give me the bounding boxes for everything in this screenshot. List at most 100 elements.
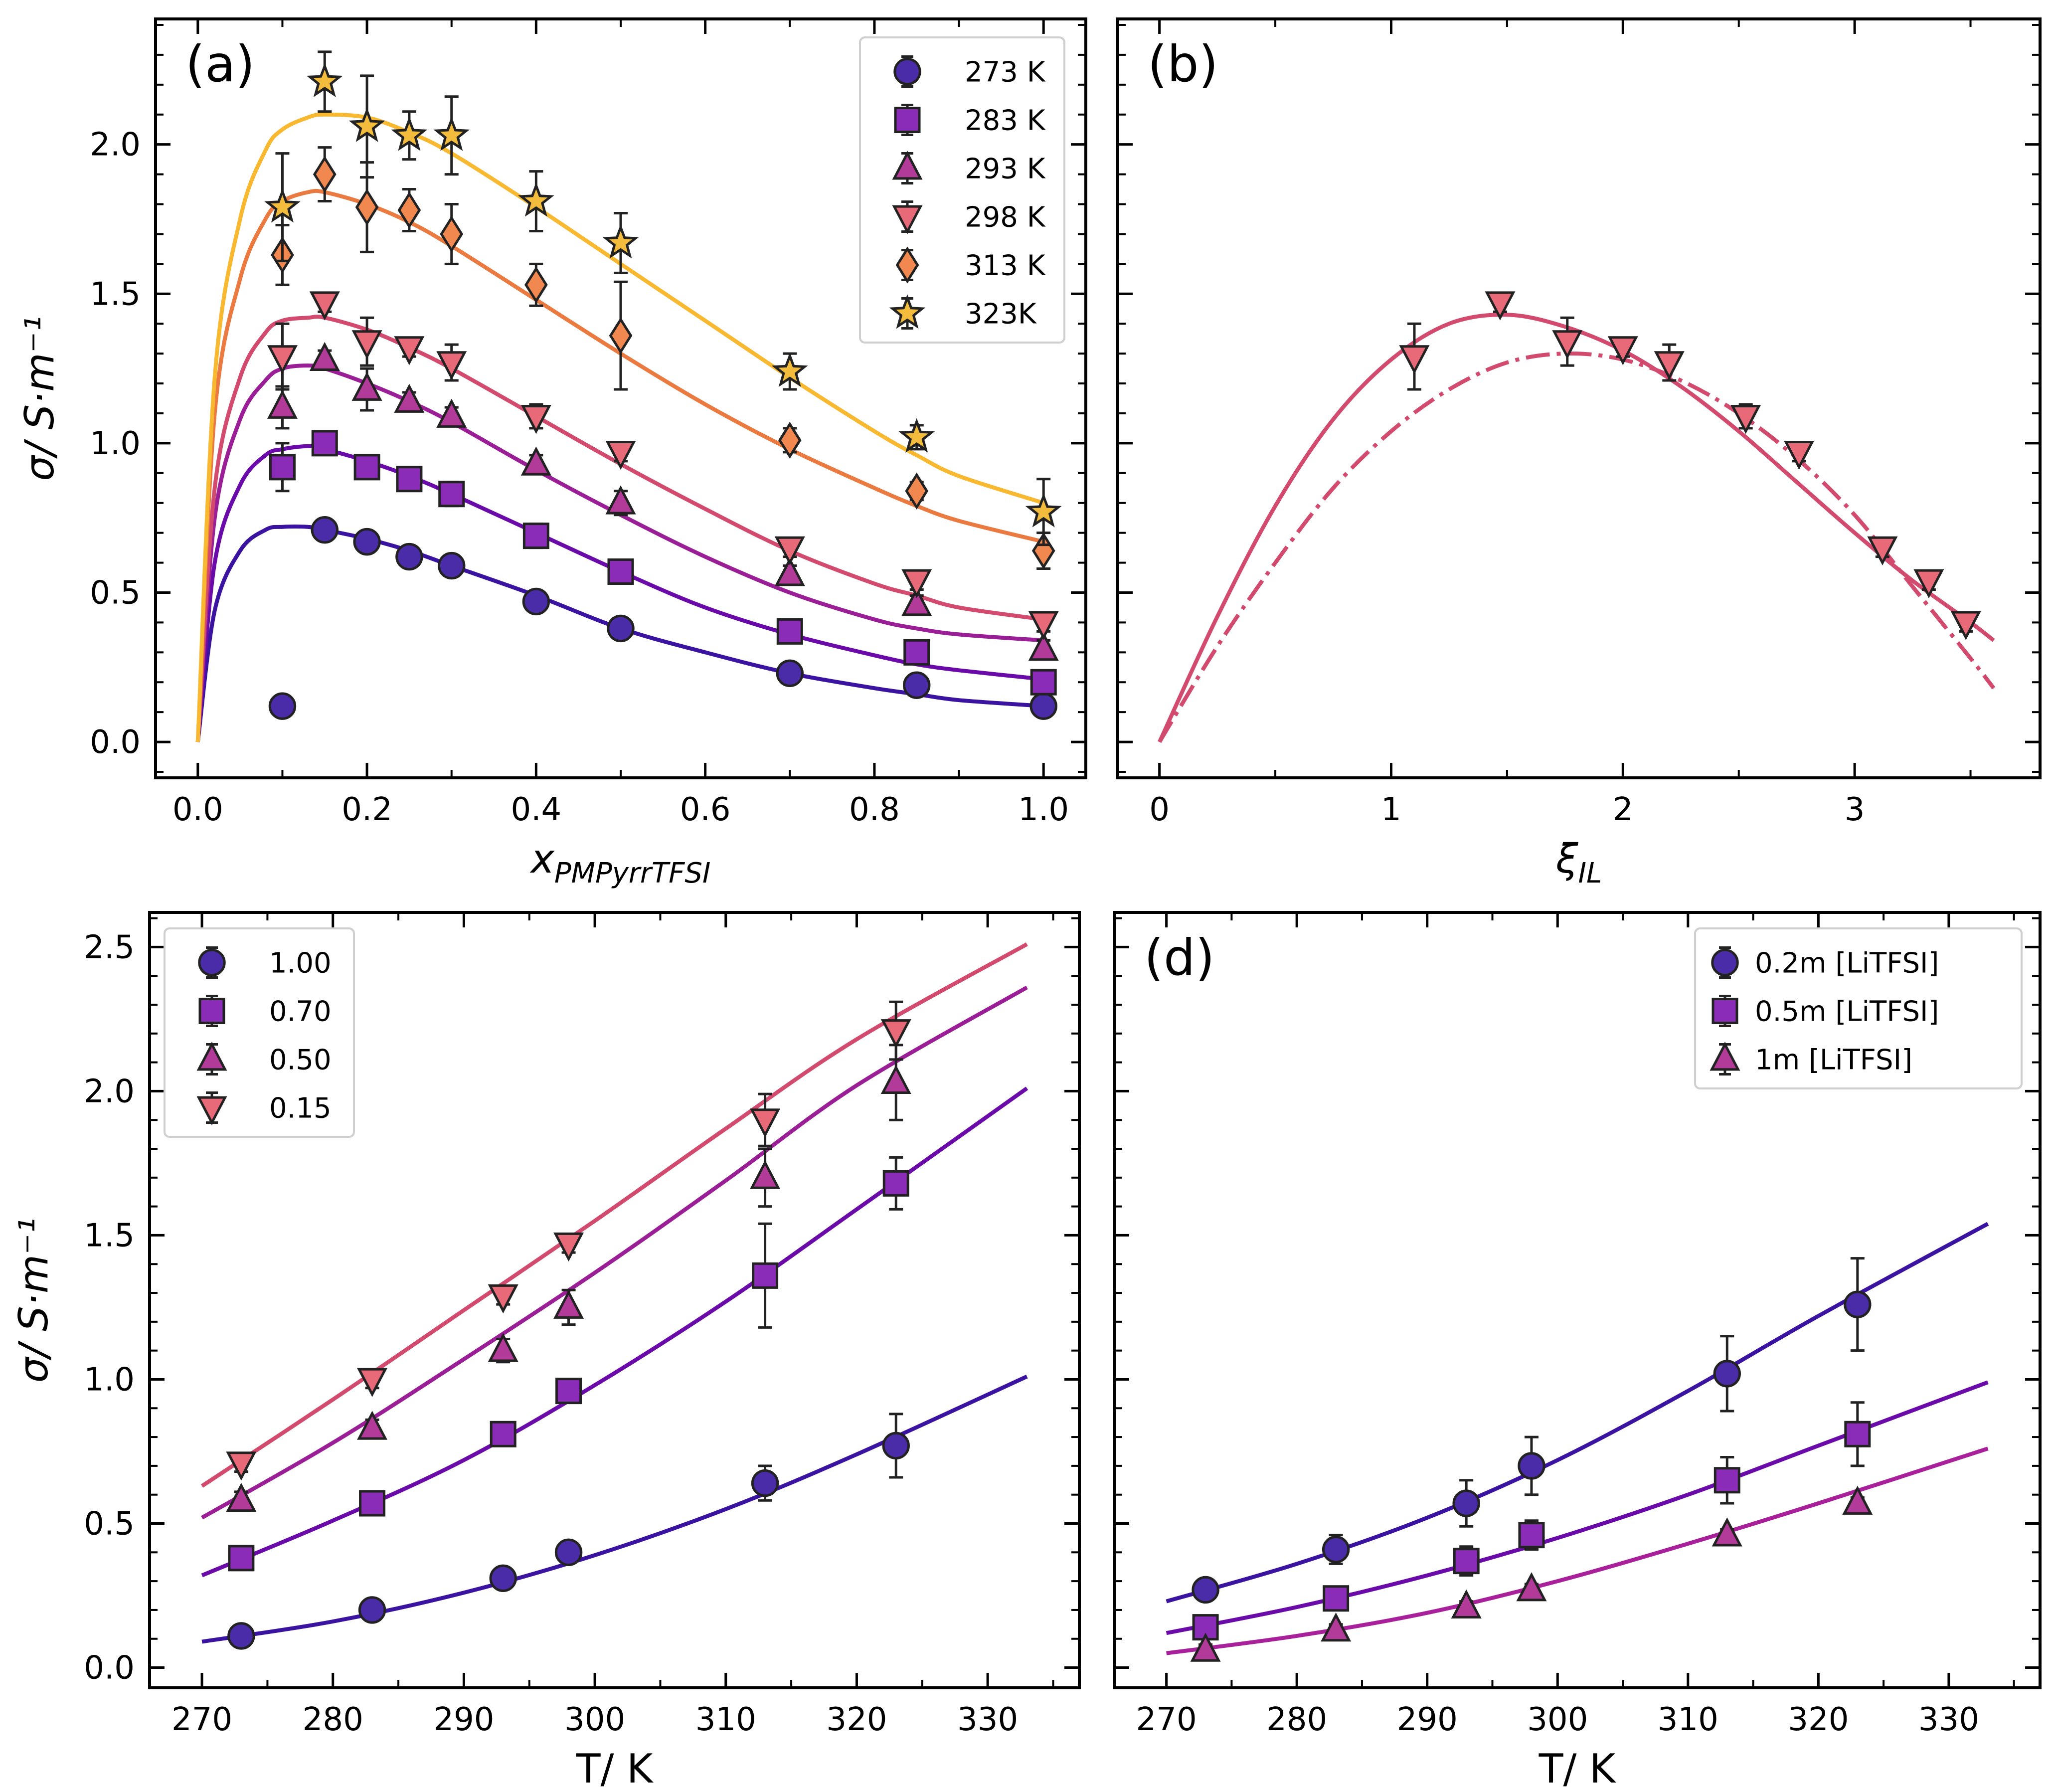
fit-curve-dashdot (1158, 351, 1996, 743)
data-point (1028, 631, 1059, 661)
data-point (264, 188, 301, 223)
data-point (348, 107, 385, 142)
legend-marker (1712, 998, 1738, 1024)
legend: 273 K 283 K 293 K 298 K 313 K 323K (859, 36, 1065, 344)
data-point (1025, 493, 1062, 528)
data-point (750, 1108, 781, 1138)
x-tick-label: 290 (1397, 1701, 1458, 1738)
data-point (750, 1160, 781, 1189)
data-point (901, 587, 932, 616)
fit-curve (201, 1086, 1028, 1578)
data-point (1516, 1572, 1547, 1602)
data-point (609, 317, 633, 355)
data-point (752, 1262, 779, 1289)
data-point (268, 692, 297, 720)
data-point (227, 1622, 255, 1650)
data-point (396, 466, 423, 493)
data-point (522, 523, 549, 549)
x-tick-label: 0.6 (680, 791, 731, 828)
y-tick-label: 0.5 (84, 1506, 135, 1543)
legend-marker (1711, 948, 1739, 977)
x-axis-label: xPMPyrrTFSI (529, 836, 711, 890)
data-point (433, 116, 470, 151)
data-point (1950, 611, 1981, 640)
data-point (309, 342, 340, 371)
data-point (1399, 345, 1430, 374)
x-tick-label: 300 (1527, 1701, 1588, 1738)
data-point (1485, 291, 1516, 321)
fit-curve (195, 524, 1044, 742)
data-point (355, 188, 379, 226)
legend-marker (196, 1042, 227, 1071)
plot-area (1116, 17, 2042, 779)
data-point (438, 481, 465, 508)
x-tick-label: 320 (1788, 1701, 1849, 1738)
data-point (269, 454, 296, 481)
fit-curve (1166, 1446, 1989, 1655)
data-point (1842, 1485, 1873, 1515)
data-point (774, 536, 805, 565)
data-point (488, 1333, 518, 1362)
y-tick-label: 2.0 (84, 1073, 135, 1110)
data-point (880, 1065, 911, 1094)
data-point (1028, 611, 1059, 640)
legend-label: 298 K (965, 201, 1046, 234)
x-axis-label: ξIL (1555, 836, 1602, 890)
x-tick-label: 0.4 (511, 791, 561, 828)
data-point (1867, 536, 1898, 565)
x-tick-label: 290 (433, 1701, 494, 1738)
data-point (1030, 669, 1057, 696)
data-point (1712, 1517, 1742, 1547)
legend-label: 0.70 (269, 996, 332, 1028)
fit-curve (201, 1375, 1028, 1644)
legend-marker (893, 57, 921, 86)
data-point (1844, 1421, 1871, 1447)
panel-label: (d) (1144, 928, 1215, 987)
legend-label: 1m [LiTFSI] (1755, 1044, 1912, 1076)
data-point (1322, 1535, 1350, 1564)
fit-curve (1166, 1222, 1989, 1604)
data-point (490, 1421, 516, 1447)
data-point (1518, 1452, 1545, 1480)
legend-frame (1694, 927, 2023, 1089)
data-point (436, 398, 467, 428)
data-point (1192, 1576, 1219, 1604)
x-tick-label: 0.0 (172, 791, 223, 828)
panel-a: 0.0 0.2 0.4 0.6 0.8 1.0 0.0 0.5 1.0 1.5 2.0 (a) xPMP… (16, 17, 1087, 890)
data-point (353, 528, 381, 556)
legend-label: 0.15 (269, 1092, 332, 1125)
legend-label: 0.5m [LiTFSI] (1755, 996, 1939, 1028)
x-tick-label: 270 (1136, 1701, 1197, 1738)
data-point (267, 389, 298, 419)
data-point (602, 224, 639, 259)
data-point (395, 542, 423, 571)
data-point (1029, 692, 1057, 720)
data-point (776, 659, 804, 687)
legend-label: 313 K (965, 250, 1046, 282)
data-point (1844, 1290, 1872, 1318)
x-axis-label: T/ K (1539, 1746, 1617, 1792)
data-point (1552, 330, 1583, 359)
y-tick-label: 0.0 (90, 724, 141, 761)
data-point (903, 639, 930, 666)
y-tick-label: 0.5 (90, 574, 141, 611)
x-tick-label: 330 (957, 1701, 1018, 1738)
data-point (1321, 1613, 1352, 1642)
x-tick-label: 2 (1613, 791, 1633, 828)
data-point (882, 1170, 909, 1197)
legend-frame (164, 927, 355, 1138)
data-point (391, 116, 428, 151)
data-point (489, 1564, 517, 1593)
data-point (778, 421, 802, 459)
data-point (1607, 336, 1638, 365)
data-point (517, 182, 554, 217)
data-point (605, 485, 636, 515)
data-point (228, 1545, 255, 1572)
data-point (306, 62, 343, 97)
data-point (394, 383, 425, 413)
data-point (776, 618, 803, 645)
panel-label: (b) (1148, 35, 1218, 93)
data-point (880, 1019, 911, 1049)
legend: 0.2m [LiTFSI] 0.5m [LiTFSI] 1m [LiTFSI] (1694, 927, 2023, 1089)
